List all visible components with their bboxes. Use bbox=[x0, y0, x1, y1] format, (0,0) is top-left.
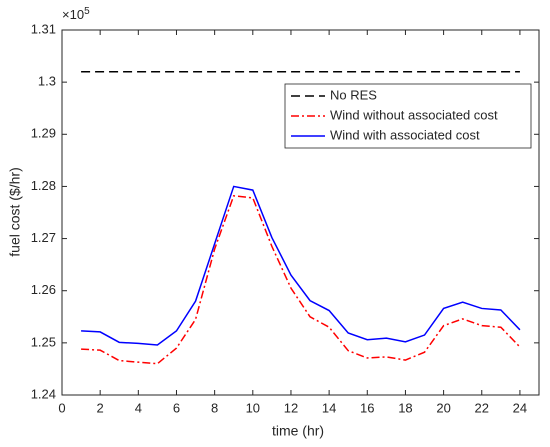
x-tick-label: 24 bbox=[513, 400, 527, 415]
x-tick-label: 10 bbox=[246, 400, 260, 415]
x-tick-label: 8 bbox=[211, 400, 218, 415]
x-tick-label: 6 bbox=[173, 400, 180, 415]
multiplier-base: ×10 bbox=[62, 7, 84, 22]
legend-label: No RES bbox=[330, 87, 377, 102]
y-tick-label: 1.29 bbox=[31, 126, 56, 141]
x-tick-label: 18 bbox=[398, 400, 412, 415]
y-tick-label: 1.28 bbox=[31, 178, 56, 193]
y-tick-label: 1.25 bbox=[31, 334, 56, 349]
y-tick-label: 1.24 bbox=[31, 386, 56, 401]
x-tick-label: 2 bbox=[97, 400, 104, 415]
series-line bbox=[81, 185, 521, 346]
y-tick-label: 1.31 bbox=[31, 21, 56, 36]
y-tick-label: 1.3 bbox=[38, 74, 56, 89]
x-axis-title: time (hr) bbox=[272, 423, 324, 439]
legend-box bbox=[284, 83, 532, 149]
x-tick-label: 16 bbox=[360, 400, 374, 415]
y-axis-title: fuel cost ($/hr) bbox=[7, 167, 23, 256]
legend-label: Wind without associated cost bbox=[330, 107, 498, 122]
x-tick-label: 4 bbox=[135, 400, 142, 415]
x-tick-label: 22 bbox=[475, 400, 489, 415]
x-tick-label: 12 bbox=[284, 400, 298, 415]
x-tick-label: 0 bbox=[58, 400, 65, 415]
multiplier-exponent: 5 bbox=[84, 6, 90, 17]
y-multiplier: ×105 bbox=[62, 6, 90, 23]
y-tick-label: 1.27 bbox=[31, 230, 56, 245]
x-tick-label: 14 bbox=[322, 400, 336, 415]
plot-frame bbox=[61, 29, 540, 396]
series-line bbox=[81, 195, 521, 365]
legend-label: Wind with associated cost bbox=[330, 127, 480, 142]
y-tick-label: 1.26 bbox=[31, 282, 56, 297]
x-tick-label: 20 bbox=[436, 400, 450, 415]
